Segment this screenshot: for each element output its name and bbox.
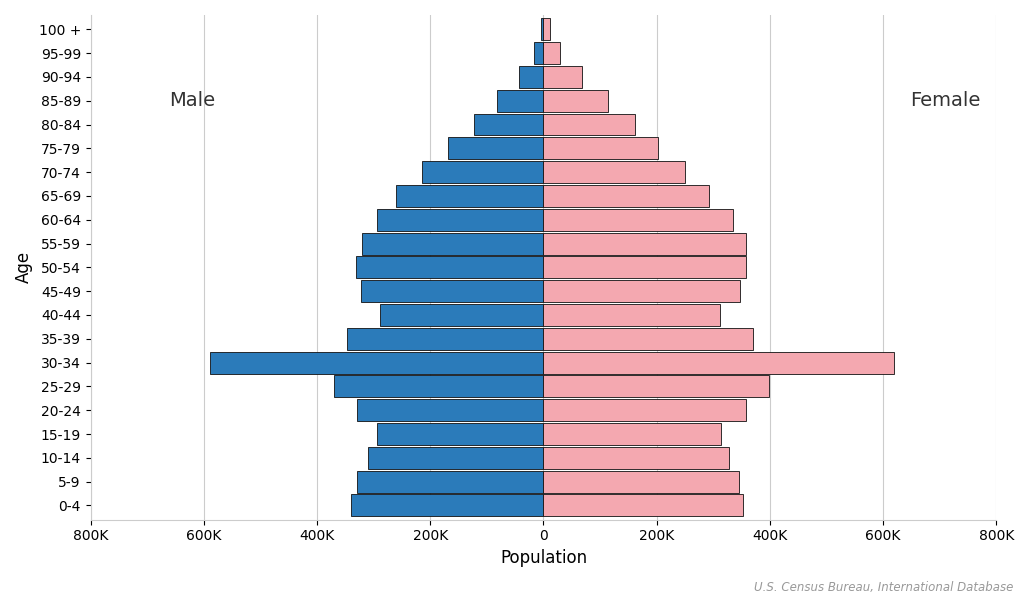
Bar xyxy=(210,352,543,374)
Bar xyxy=(361,280,543,302)
Bar xyxy=(377,209,543,230)
Bar xyxy=(543,399,746,421)
Bar xyxy=(541,19,543,40)
Bar xyxy=(543,90,608,112)
Bar xyxy=(543,66,582,88)
Bar xyxy=(356,256,543,278)
Bar xyxy=(362,233,543,254)
Bar xyxy=(497,90,543,112)
Bar xyxy=(543,376,769,397)
Bar xyxy=(351,494,543,517)
Bar xyxy=(357,470,543,493)
Bar xyxy=(543,470,739,493)
Bar xyxy=(347,328,543,350)
Bar xyxy=(543,137,658,159)
Bar xyxy=(543,328,753,350)
Bar xyxy=(377,423,543,445)
Bar xyxy=(543,423,721,445)
Bar xyxy=(543,280,741,302)
Bar xyxy=(543,185,709,207)
Bar xyxy=(543,42,560,64)
Bar xyxy=(543,304,720,326)
Bar xyxy=(543,209,733,230)
Bar xyxy=(357,399,543,421)
Bar xyxy=(543,161,685,183)
Bar xyxy=(396,185,543,207)
Bar xyxy=(381,304,543,326)
Text: Female: Female xyxy=(911,91,981,110)
Bar xyxy=(543,19,549,40)
Bar xyxy=(543,494,743,517)
Bar xyxy=(368,447,543,469)
X-axis label: Population: Population xyxy=(500,549,588,567)
Bar xyxy=(449,137,543,159)
Bar xyxy=(543,113,635,136)
Bar xyxy=(534,42,543,64)
Bar xyxy=(543,256,746,278)
Bar xyxy=(543,233,746,254)
Text: U.S. Census Bureau, International Database: U.S. Census Bureau, International Databa… xyxy=(754,581,1014,594)
Text: Male: Male xyxy=(170,91,216,110)
Bar xyxy=(334,376,543,397)
Y-axis label: Age: Age xyxy=(15,251,33,283)
Bar xyxy=(474,113,543,136)
Bar xyxy=(543,352,894,374)
Bar xyxy=(422,161,543,183)
Bar xyxy=(519,66,543,88)
Bar xyxy=(543,447,730,469)
